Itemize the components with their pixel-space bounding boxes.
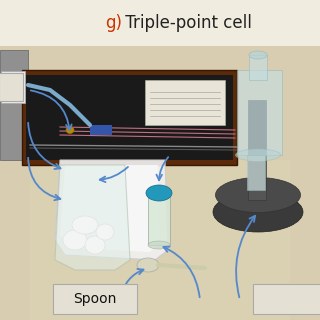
Bar <box>248 100 266 200</box>
Text: g): g) <box>105 14 122 32</box>
Bar <box>237 70 282 155</box>
Bar <box>247 155 265 190</box>
FancyBboxPatch shape <box>1 71 25 103</box>
Text: Triple-point cell: Triple-point cell <box>120 14 252 32</box>
Bar <box>30 160 290 320</box>
Ellipse shape <box>213 192 303 232</box>
Bar <box>0 50 28 160</box>
Bar <box>0 0 320 46</box>
FancyBboxPatch shape <box>0 73 23 101</box>
Ellipse shape <box>236 149 281 161</box>
Text: Spoon: Spoon <box>73 292 117 306</box>
Ellipse shape <box>96 224 114 240</box>
Bar <box>249 55 267 80</box>
Ellipse shape <box>148 241 170 249</box>
Bar <box>26 75 233 160</box>
Ellipse shape <box>72 216 98 234</box>
Bar <box>90 125 112 135</box>
FancyBboxPatch shape <box>253 284 320 314</box>
Polygon shape <box>55 160 168 260</box>
Bar <box>0 46 320 320</box>
Ellipse shape <box>85 236 105 254</box>
Polygon shape <box>60 165 160 252</box>
Ellipse shape <box>66 126 74 133</box>
Ellipse shape <box>249 51 267 59</box>
Bar <box>22 70 237 165</box>
Ellipse shape <box>137 258 159 272</box>
FancyBboxPatch shape <box>53 284 137 314</box>
Ellipse shape <box>63 230 87 250</box>
Bar <box>145 80 225 125</box>
Bar <box>148 197 170 245</box>
Ellipse shape <box>146 185 172 201</box>
Ellipse shape <box>215 178 300 212</box>
Polygon shape <box>55 165 130 270</box>
